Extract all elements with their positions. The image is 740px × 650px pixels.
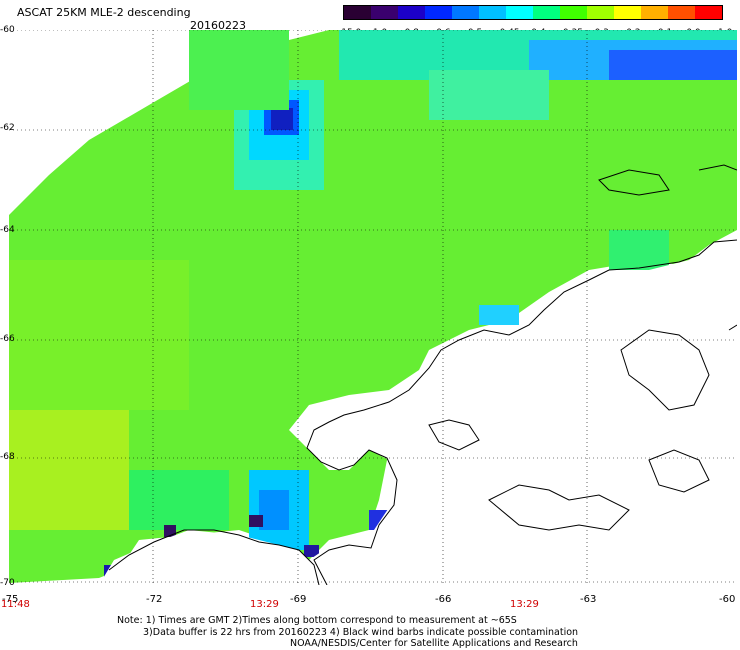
lat-label: -62 xyxy=(0,123,15,133)
colorbar-segment xyxy=(614,6,641,19)
colorbar-segment xyxy=(371,6,398,19)
lat-label: -60 xyxy=(0,25,15,35)
land xyxy=(99,230,737,585)
lat-label: -66 xyxy=(0,334,15,344)
colorbar-segment xyxy=(506,6,533,19)
pass-time: 11:48 xyxy=(1,599,30,610)
coastline-peninsula xyxy=(306,239,737,585)
lon-label: -75 xyxy=(2,594,19,605)
swath-patch xyxy=(249,515,263,527)
swath-patch xyxy=(609,230,669,270)
coastline-island xyxy=(620,329,710,411)
colorbar-segment xyxy=(344,6,371,19)
land-mass-southwest xyxy=(99,530,319,585)
note-line-1: Note: 1) Times are GMT 2)Times along bot… xyxy=(117,615,517,626)
map-date: 20160223 xyxy=(190,19,246,32)
colorbar-segment xyxy=(533,6,560,19)
colorbar-segment xyxy=(398,6,425,19)
coastline-island xyxy=(598,169,670,196)
colorbar-segment xyxy=(587,6,614,19)
lon-label: -63 xyxy=(580,594,597,605)
note-line-3: NOAA/NESDIS/Center for Satellite Applica… xyxy=(290,638,578,649)
graticule xyxy=(9,30,737,585)
pass-time: 13:29 xyxy=(510,599,539,610)
lon-label: -66 xyxy=(435,594,452,605)
lon-label: -60 xyxy=(719,594,736,605)
colorbar-segment xyxy=(641,6,668,19)
colorbar-segment xyxy=(479,6,506,19)
land-mass-east xyxy=(719,400,737,440)
swath-patch xyxy=(129,470,229,530)
swath-patch xyxy=(9,410,129,530)
coastlines xyxy=(108,164,737,585)
swath-patch xyxy=(429,70,549,120)
swath-patch xyxy=(189,30,289,110)
coastline-southwest xyxy=(108,529,320,585)
colorbar-segment xyxy=(668,6,695,19)
colorbar-segment xyxy=(452,6,479,19)
swath-background xyxy=(9,30,737,583)
map-title: ASCAT 25KM MLE-2 descending xyxy=(17,6,191,19)
colorbar-segment xyxy=(425,6,452,19)
swath-patch xyxy=(304,545,319,557)
colorbar xyxy=(343,5,723,20)
land-mass-peninsula xyxy=(309,230,737,585)
lat-label: -68 xyxy=(0,452,15,462)
lon-label: -69 xyxy=(290,594,307,605)
pass-time: 13:29 xyxy=(250,599,279,610)
swath-patch xyxy=(609,50,737,80)
map-canvas xyxy=(9,30,737,585)
lat-label: -64 xyxy=(0,225,15,235)
lon-label: -72 xyxy=(146,594,163,605)
coastline-island xyxy=(428,419,480,451)
coastline-island xyxy=(698,164,737,171)
swath-patch xyxy=(479,305,519,325)
coastline-island xyxy=(728,324,737,331)
swath-patch xyxy=(271,108,293,130)
colorbar-segment xyxy=(695,6,722,19)
swath-field xyxy=(9,30,737,583)
note-line-2: 3)Data buffer is 22 hrs from 20160223 4)… xyxy=(143,627,579,638)
swath-patch xyxy=(259,490,289,530)
coastline-island xyxy=(488,484,630,531)
lat-label: -70 xyxy=(0,578,15,588)
swath-patch xyxy=(9,260,189,410)
coastline-island xyxy=(648,449,710,493)
colorbar-segment xyxy=(560,6,587,19)
